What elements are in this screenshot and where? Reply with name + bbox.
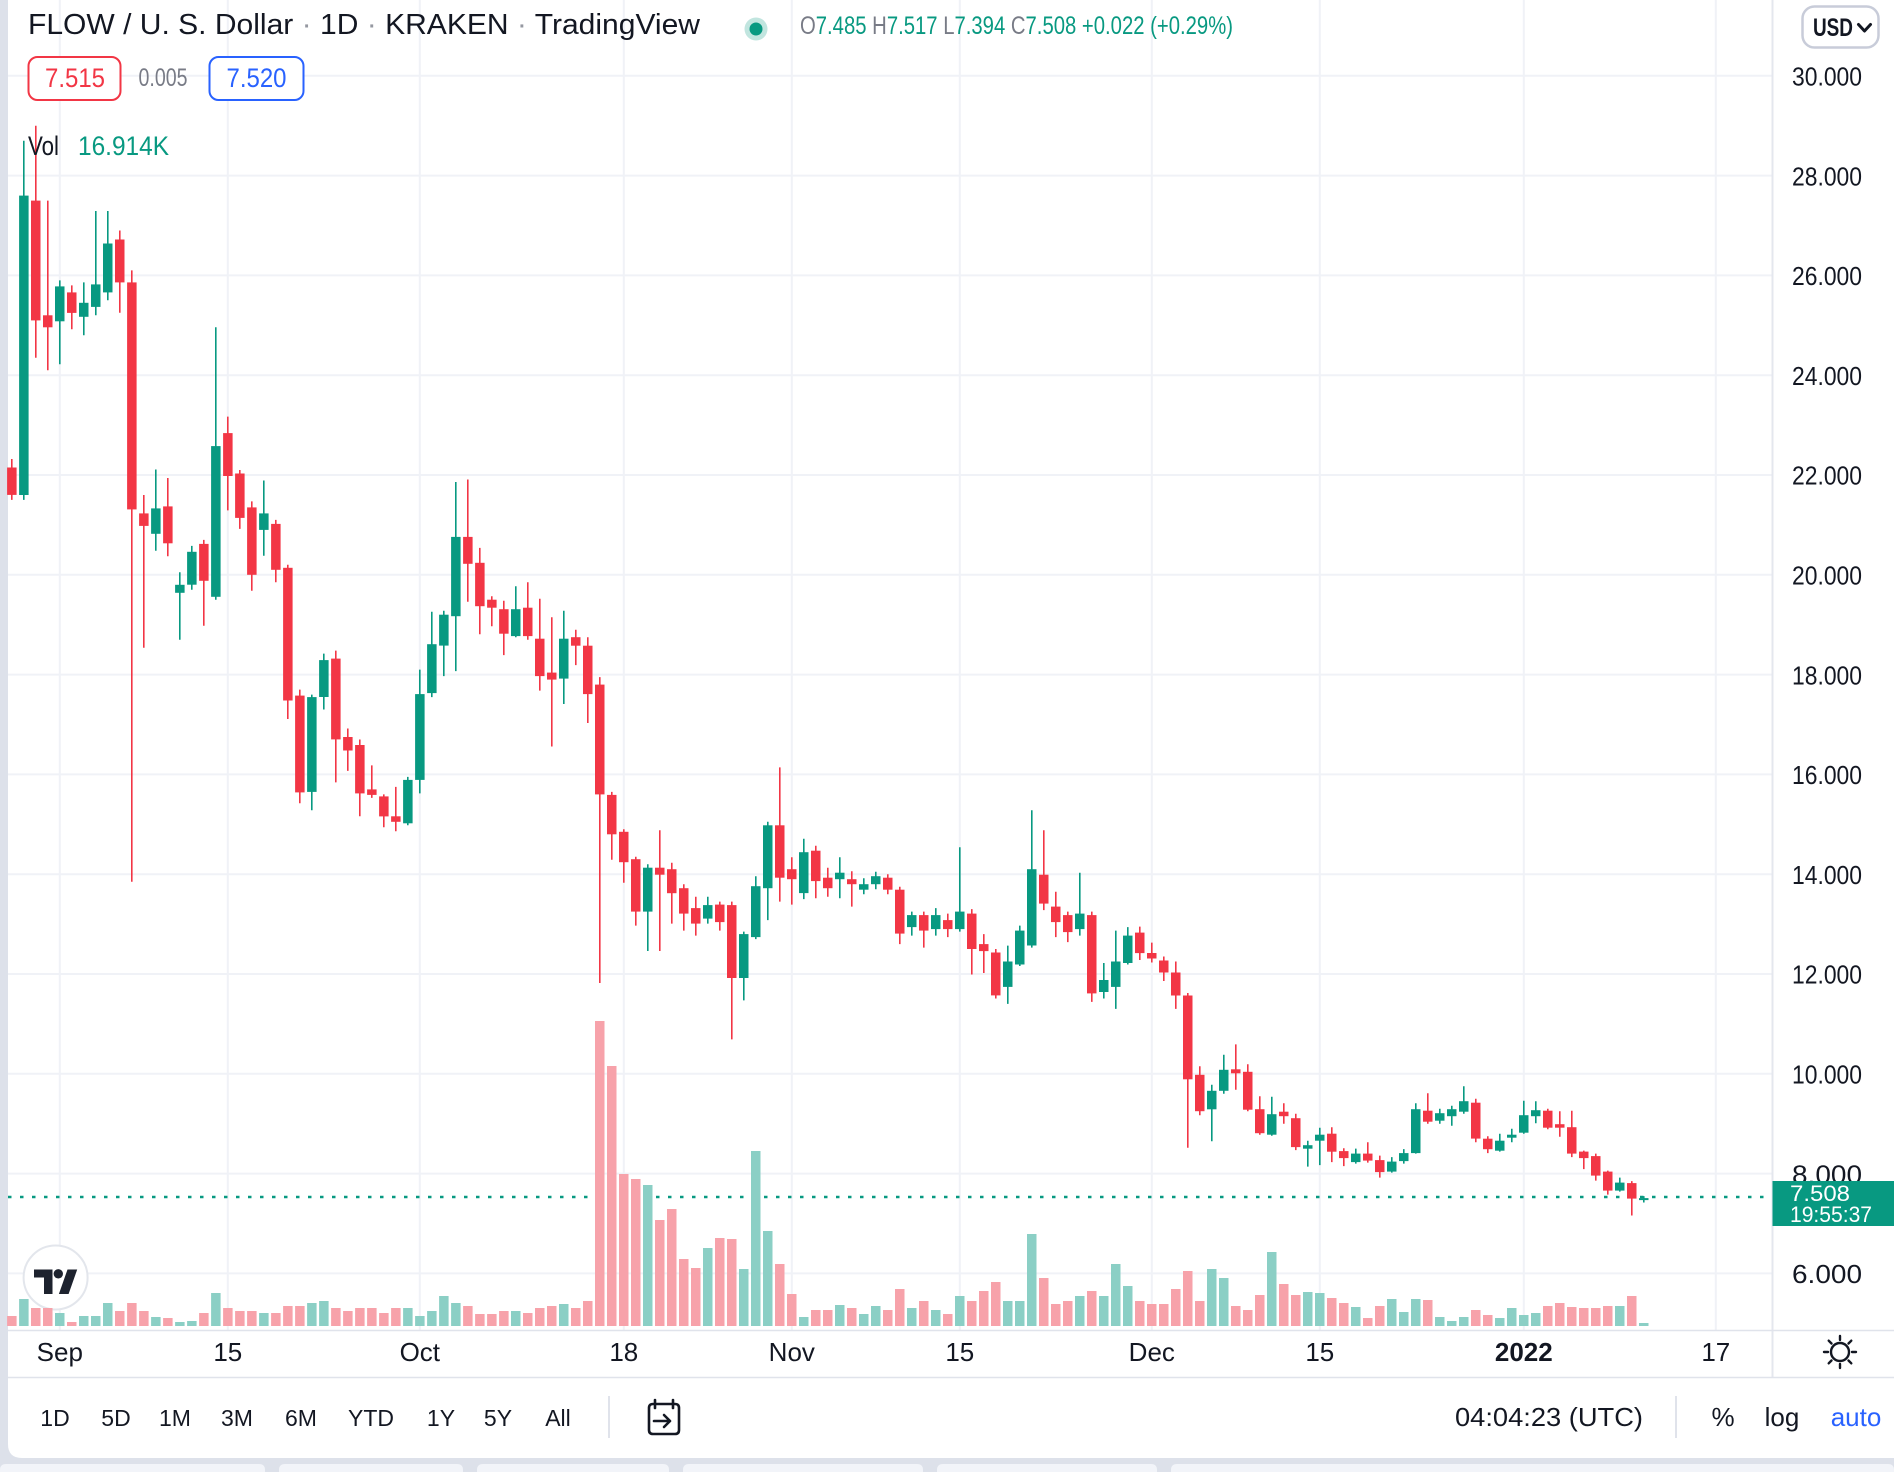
svg-text:22.000: 22.000: [1792, 463, 1862, 491]
svg-text:%: %: [1711, 1402, 1734, 1432]
svg-text:16.914K: 16.914K: [78, 131, 169, 161]
svg-text:6M: 6M: [285, 1405, 317, 1431]
svg-text:16.000: 16.000: [1792, 762, 1862, 790]
svg-text:04:04:23 (UTC): 04:04:23 (UTC): [1455, 1402, 1643, 1432]
svg-text:20.000: 20.000: [1792, 563, 1862, 591]
svg-text:7.520: 7.520: [227, 63, 287, 93]
svg-text:14.000: 14.000: [1792, 862, 1862, 890]
svg-text:FLOW / U. S. Dollar · 1D · KRA: FLOW / U. S. Dollar · 1D · KRAKEN · Trad…: [28, 9, 701, 41]
svg-text:1Y: 1Y: [427, 1405, 455, 1431]
svg-text:5D: 5D: [101, 1405, 130, 1431]
svg-text:5Y: 5Y: [484, 1405, 512, 1431]
svg-text:1M: 1M: [159, 1405, 191, 1431]
svg-text:26.000: 26.000: [1792, 263, 1862, 291]
svg-text:USD: USD: [1813, 14, 1853, 42]
svg-text:15: 15: [213, 1337, 242, 1367]
svg-text:18: 18: [609, 1337, 638, 1367]
svg-text:6.000: 6.000: [1792, 1261, 1862, 1289]
svg-text:YTD: YTD: [348, 1405, 394, 1431]
svg-text:log: log: [1765, 1402, 1800, 1432]
svg-text:Nov: Nov: [769, 1337, 815, 1367]
svg-text:O7.485 H7.517 L7.394 C7.508 +0: O7.485 H7.517 L7.394 C7.508 +0.022 (+0.2…: [800, 12, 1233, 40]
svg-text:7.515: 7.515: [45, 63, 105, 93]
svg-text:Sep: Sep: [37, 1337, 83, 1367]
svg-text:10.000: 10.000: [1792, 1062, 1862, 1090]
svg-text:1D: 1D: [40, 1405, 69, 1431]
svg-text:Oct: Oct: [400, 1337, 441, 1367]
svg-text:3M: 3M: [221, 1405, 253, 1431]
svg-text:18.000: 18.000: [1792, 662, 1862, 690]
svg-text:28.000: 28.000: [1792, 163, 1862, 191]
svg-text:7.508: 7.508: [1790, 1181, 1850, 1206]
svg-text:Dec: Dec: [1129, 1337, 1175, 1367]
svg-text:24.000: 24.000: [1792, 363, 1862, 391]
svg-text:2022: 2022: [1495, 1337, 1553, 1367]
svg-text:All: All: [545, 1405, 571, 1431]
svg-text:15: 15: [945, 1337, 974, 1367]
svg-text:auto: auto: [1831, 1402, 1882, 1432]
svg-text:Vol: Vol: [28, 131, 59, 161]
svg-text:12.000: 12.000: [1792, 962, 1862, 990]
svg-text:19:55:37: 19:55:37: [1790, 1202, 1872, 1227]
svg-text:0.005: 0.005: [139, 64, 188, 92]
svg-text:30.000: 30.000: [1792, 64, 1862, 92]
svg-text:17: 17: [1701, 1337, 1730, 1367]
svg-text:15: 15: [1305, 1337, 1334, 1367]
